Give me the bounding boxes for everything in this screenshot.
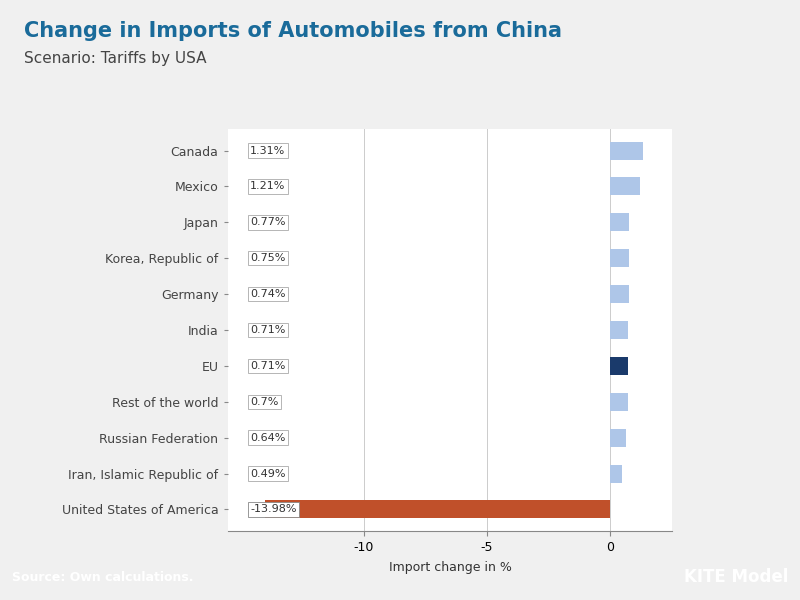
X-axis label: Import change in %: Import change in % <box>389 560 511 574</box>
Bar <box>610 285 629 303</box>
Text: 0.49%: 0.49% <box>250 469 286 479</box>
Text: Scenario: Tariffs by USA: Scenario: Tariffs by USA <box>24 51 206 66</box>
Text: KITE Model: KITE Model <box>684 569 788 587</box>
Bar <box>610 321 628 339</box>
Text: Change in Imports of Automobiles from China: Change in Imports of Automobiles from Ch… <box>24 21 562 41</box>
Bar <box>266 500 610 518</box>
Text: 0.71%: 0.71% <box>250 361 286 371</box>
Text: 0.7%: 0.7% <box>250 397 278 407</box>
Bar <box>610 429 626 446</box>
Bar <box>610 357 628 375</box>
Text: 1.21%: 1.21% <box>250 181 286 191</box>
Bar <box>610 393 628 411</box>
Bar <box>610 214 630 231</box>
Bar <box>610 178 640 196</box>
Text: 0.77%: 0.77% <box>250 217 286 227</box>
Text: 0.74%: 0.74% <box>250 289 286 299</box>
Bar <box>610 142 642 160</box>
Text: 0.71%: 0.71% <box>250 325 286 335</box>
Text: 0.75%: 0.75% <box>250 253 286 263</box>
Text: Source: Own calculations.: Source: Own calculations. <box>12 571 194 584</box>
Text: 1.31%: 1.31% <box>250 146 286 155</box>
Bar <box>610 249 629 267</box>
Text: 0.64%: 0.64% <box>250 433 286 443</box>
Bar <box>610 464 622 482</box>
Text: -13.98%: -13.98% <box>250 505 297 514</box>
